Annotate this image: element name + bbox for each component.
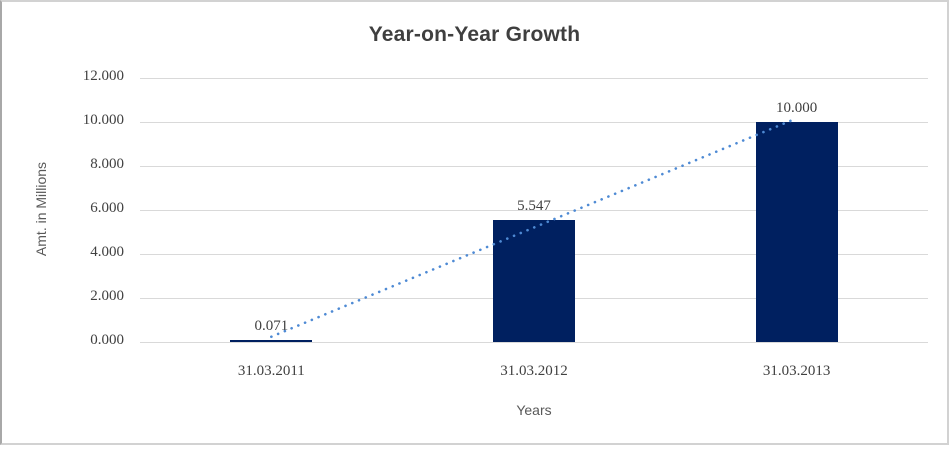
bar [493, 219, 575, 342]
bar-value-label: 10.000 [776, 100, 818, 116]
y-tick-label: 10.000 [82, 112, 124, 128]
bar-value-label: 5.547 [517, 197, 551, 214]
bar-value-label: 0.071 [254, 317, 289, 334]
y-tick-label: 8.000 [90, 156, 124, 172]
y-tick-label: 12.000 [82, 68, 124, 84]
x-axis-title: Years [516, 402, 552, 418]
x-tick-label: 31.03.2011 [237, 363, 305, 379]
gridline [140, 342, 928, 343]
y-tick-label: 4.000 [90, 244, 124, 260]
y-tick-label: 0.000 [90, 332, 124, 348]
y-tick-label: 6.000 [90, 200, 124, 216]
x-tick-label: 31.03.2012 [500, 363, 568, 379]
x-tick-label: 31.03.2013 [762, 363, 831, 379]
bar [230, 339, 313, 342]
gridline [140, 78, 928, 79]
bar [755, 122, 838, 342]
chart-title: Year-on-Year Growth [368, 23, 581, 46]
y-tick-label: 2.000 [90, 288, 124, 304]
